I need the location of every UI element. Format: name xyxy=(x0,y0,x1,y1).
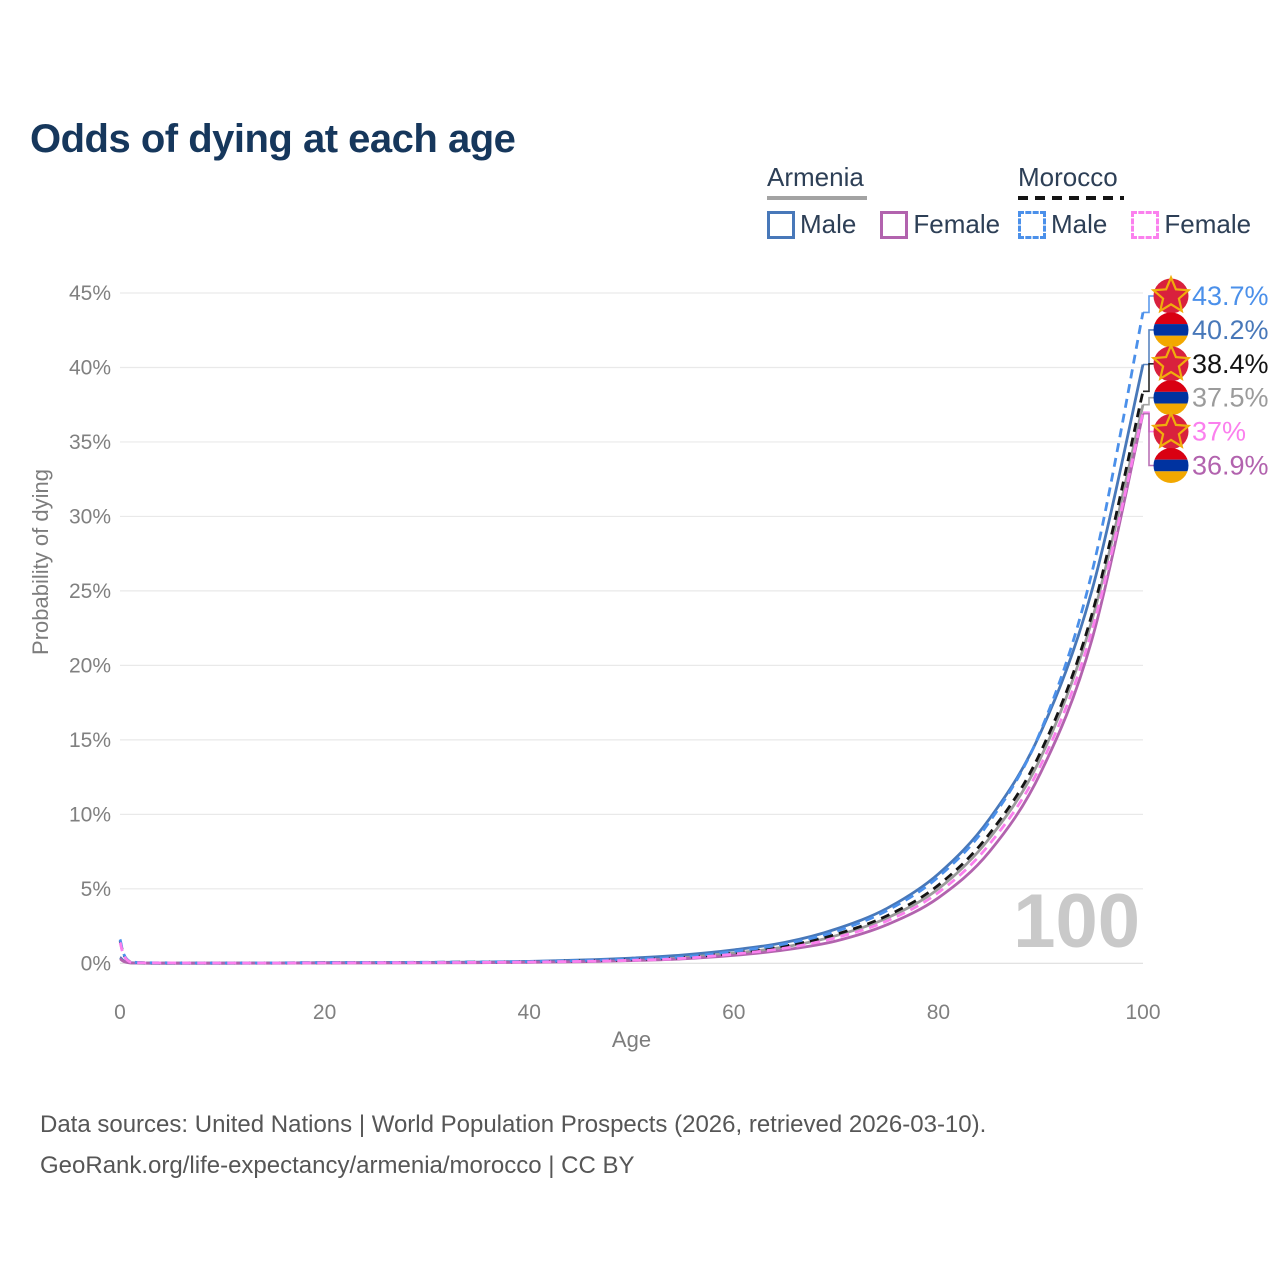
end-value-label: 38.4% xyxy=(1192,349,1269,379)
y-tick-label: 40% xyxy=(69,356,111,379)
page-title: Odds of dying at each age xyxy=(30,116,516,161)
age-watermark: 100 xyxy=(1013,879,1140,964)
legend-item-label: Female xyxy=(913,209,1001,239)
series-line-morocco-male xyxy=(118,312,1145,965)
legend-group-armenia: Armenia Male Female xyxy=(767,162,1000,240)
source-url: GeoRank.org/life-expectancy/armenia/moro… xyxy=(40,1152,635,1179)
armenia-female-swatch-icon xyxy=(880,210,909,239)
x-tick-label: 100 xyxy=(1125,1001,1160,1024)
armenia-orange-stripe xyxy=(1153,471,1189,483)
armenia-red-stripe xyxy=(1153,448,1189,460)
series-line-armenia-male xyxy=(119,364,1145,965)
end-value-label: 43.7% xyxy=(1192,281,1269,311)
x-tick-label: 60 xyxy=(722,1001,745,1024)
armenia-blue-stripe xyxy=(1153,459,1189,472)
morocco-flag-icon xyxy=(1150,274,1192,314)
legend-item-armenia-female[interactable]: Female xyxy=(880,209,1000,240)
line-chart: 0% 5% 10% 15% 20% 25% 30% 35% 40% 45% 0 20 40 60 80 100… xyxy=(28,274,1269,1052)
morocco-line-style-sample xyxy=(1018,196,1124,200)
legend-item-armenia-male[interactable]: Male xyxy=(767,209,856,240)
legend-group-morocco: Morocco Male Female xyxy=(1018,162,1251,240)
armenia-male-swatch-icon xyxy=(767,210,795,239)
x-tick-label: 20 xyxy=(313,1001,336,1024)
x-tick-label: 80 xyxy=(927,1001,950,1024)
legend-item-morocco-female[interactable]: Female xyxy=(1131,209,1251,240)
morocco-flag-icon xyxy=(1150,342,1192,382)
legend-item-label: Male xyxy=(800,209,857,239)
y-tick-label: 35% xyxy=(69,431,111,454)
y-tick-label: 10% xyxy=(69,803,111,826)
morocco-female-swatch-icon xyxy=(1131,210,1160,239)
legend-item-label: Male xyxy=(1051,209,1108,239)
end-label-connector xyxy=(1143,396,1154,406)
end-label-connector xyxy=(1143,329,1154,366)
armenia-line-style-sample xyxy=(767,196,867,200)
legend-item-morocco-male[interactable]: Male xyxy=(1018,209,1107,240)
morocco-star xyxy=(1150,274,1192,314)
end-label-connector xyxy=(1143,363,1154,393)
morocco-flag-icon xyxy=(1150,410,1192,450)
series-line-morocco-both xyxy=(118,390,1145,965)
morocco-star xyxy=(1150,410,1192,449)
end-value-label: 40.2% xyxy=(1192,315,1269,345)
legend: Armenia Male Female Morocco Male Female xyxy=(0,162,1280,242)
end-value-label: 36.9% xyxy=(1192,451,1269,481)
armenia-flag-icon xyxy=(1153,448,1189,483)
series-line-armenia-both xyxy=(119,404,1145,965)
footer: Data sources: United Nations | World Pop… xyxy=(40,1104,1240,1186)
x-tick-label: 0 xyxy=(114,1001,126,1024)
armenia-orange-stripe xyxy=(1153,335,1189,348)
morocco-male-swatch-icon xyxy=(1018,210,1046,239)
legend-header-morocco: Morocco xyxy=(1018,162,1118,192)
armenia-flag-icon xyxy=(1153,312,1189,348)
y-axis-title: Probability of dying xyxy=(28,469,53,655)
end-label-connector xyxy=(1143,412,1154,467)
legend-item-label: Female xyxy=(1164,209,1252,239)
series-line-armenia-female xyxy=(119,413,1145,965)
y-tick-label: 45% xyxy=(69,282,111,305)
armenia-blue-stripe xyxy=(1153,324,1189,336)
y-tick-label: 0% xyxy=(81,952,111,975)
morocco-star xyxy=(1150,342,1192,382)
y-tick-label: 20% xyxy=(69,654,111,677)
y-tick-label: 5% xyxy=(81,878,111,901)
chart-area: 0% 5% 10% 15% 20% 25% 30% 35% 40% 45% 0 20 40 60 80 100… xyxy=(28,274,1269,1052)
end-value-label: 37% xyxy=(1192,417,1246,447)
armenia-flag-icon xyxy=(1153,380,1189,416)
end-label-connector xyxy=(1143,295,1154,314)
data-source-note: Data sources: United Nations | World Pop… xyxy=(40,1111,987,1138)
armenia-orange-stripe xyxy=(1153,403,1189,416)
series-line-morocco-female xyxy=(118,411,1145,965)
end-value-label: 37.5% xyxy=(1192,383,1269,413)
y-tick-label: 25% xyxy=(69,580,111,603)
legend-header-armenia: Armenia xyxy=(767,162,864,192)
armenia-red-stripe xyxy=(1153,312,1189,325)
y-tick-label: 15% xyxy=(69,729,111,752)
x-tick-label: 40 xyxy=(518,1001,541,1024)
x-axis-title: Age xyxy=(612,1027,651,1052)
y-tick-label: 30% xyxy=(69,505,111,528)
armenia-blue-stripe xyxy=(1153,391,1189,404)
armenia-red-stripe xyxy=(1153,380,1189,392)
